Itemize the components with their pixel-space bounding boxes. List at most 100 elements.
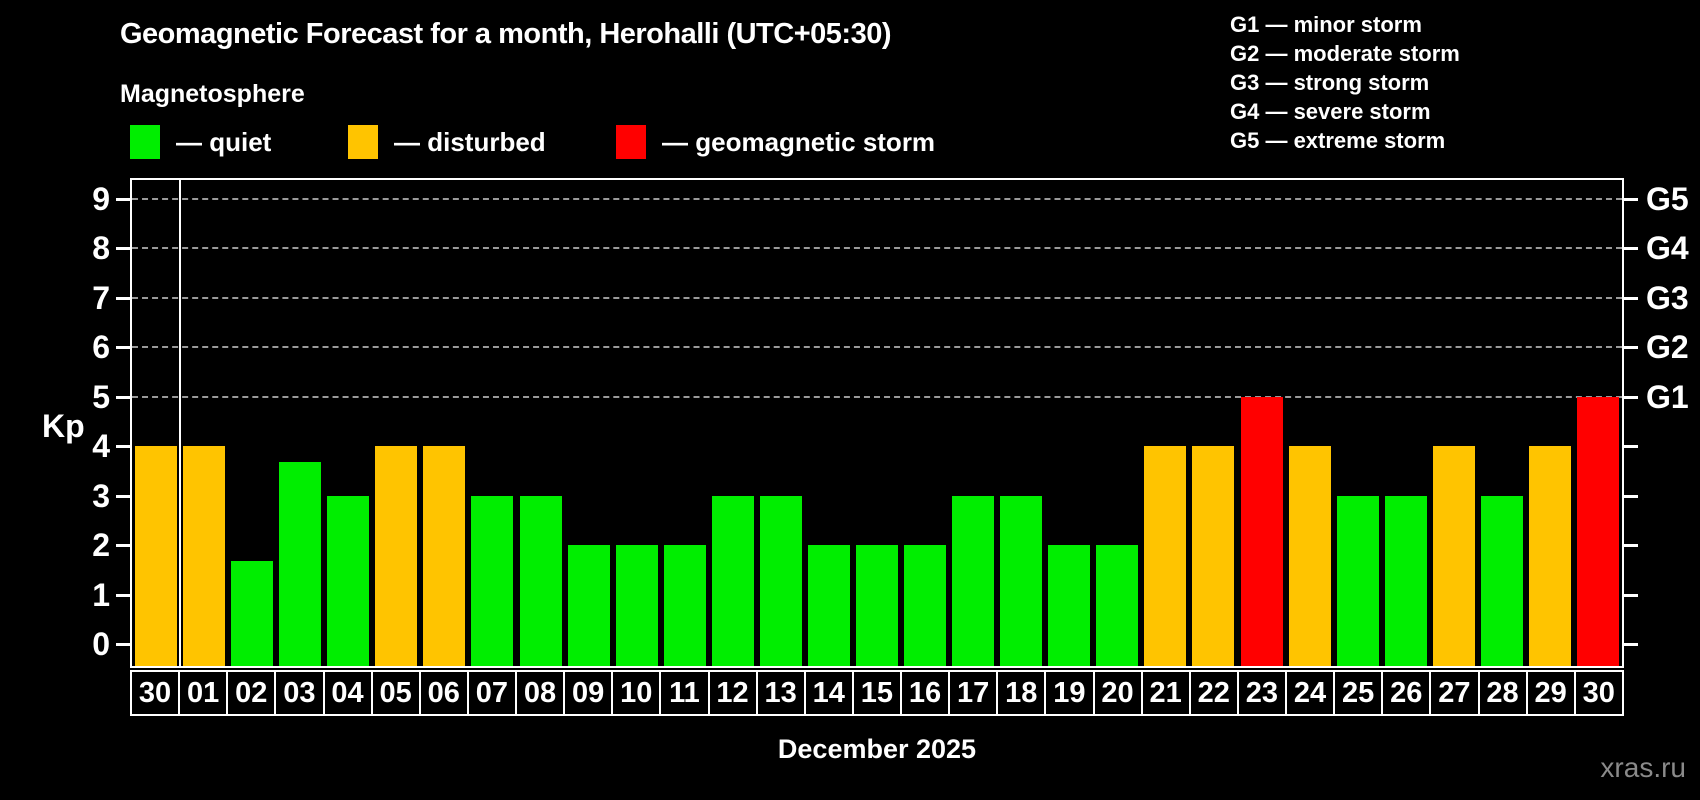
watermark: xras.ru bbox=[1600, 752, 1686, 783]
legend-item-quiet: — quiet bbox=[130, 124, 271, 160]
day-label-cell-19: 19 bbox=[1044, 670, 1095, 716]
y-tick-left-4 bbox=[116, 445, 130, 448]
day-label-cell-06: 06 bbox=[418, 670, 469, 716]
bar-day-08 bbox=[519, 495, 562, 666]
bar-day-29 bbox=[1528, 446, 1571, 666]
bar-day-01 bbox=[183, 446, 226, 666]
y-tick-left-2 bbox=[116, 544, 130, 547]
bar-day-25 bbox=[1336, 495, 1379, 666]
day-label-cell-21: 21 bbox=[1140, 670, 1191, 716]
day-label-cell-28: 28 bbox=[1477, 670, 1528, 716]
day-label-cell-30: 30 bbox=[130, 670, 181, 716]
y-axis-tick-label-3: 3 bbox=[92, 477, 110, 514]
day-label-cell-02: 02 bbox=[226, 670, 277, 716]
day-label-cell-12: 12 bbox=[707, 670, 758, 716]
storm-scale-line-2: G2 — moderate storm bbox=[1230, 41, 1460, 66]
bar-day-13 bbox=[759, 495, 802, 666]
day-label-cell-17: 17 bbox=[948, 670, 999, 716]
storm-scale-line-3: G3 — strong storm bbox=[1230, 70, 1430, 95]
chart-subtitle: Magnetosphere bbox=[120, 80, 305, 108]
y-axis-tick-label-2: 2 bbox=[92, 527, 110, 563]
bar-day-23 bbox=[1240, 396, 1283, 666]
bar-day-15 bbox=[856, 545, 898, 666]
day-label-cell-18: 18 bbox=[996, 670, 1047, 716]
y-tick-left-7 bbox=[116, 296, 130, 300]
day-label-cell-29: 29 bbox=[1525, 670, 1576, 716]
y-tick-left-1 bbox=[116, 593, 130, 597]
day-label-cell-07: 07 bbox=[466, 670, 517, 716]
bar-day-28 bbox=[1480, 495, 1523, 666]
bar-day-30 bbox=[1576, 396, 1619, 666]
y-axis-tick-label-6: 6 bbox=[92, 329, 110, 365]
bar-day-04 bbox=[327, 495, 370, 666]
g-scale-label-g3: G3 bbox=[1646, 279, 1689, 316]
gridline-kp-7 bbox=[132, 296, 1622, 299]
y-axis-tick-label-1: 1 bbox=[92, 576, 110, 613]
day-label-cell-16: 16 bbox=[900, 670, 951, 716]
storm-scale-line-4: G4 — severe storm bbox=[1230, 99, 1431, 124]
day-label-cell-25: 25 bbox=[1333, 670, 1384, 716]
bar-day-10 bbox=[615, 545, 658, 666]
legend-item-storm: — geomagnetic storm bbox=[616, 124, 935, 160]
bar-day-19 bbox=[1048, 545, 1091, 666]
y-axis-label: Kp bbox=[42, 408, 85, 444]
gridline-kp-6 bbox=[132, 346, 1622, 348]
y-axis-tick-label-5: 5 bbox=[92, 378, 110, 415]
bar-day-11 bbox=[663, 545, 706, 666]
day-label-cell-09: 09 bbox=[563, 670, 614, 716]
bar-day-12 bbox=[711, 495, 754, 666]
day-label-cell-24: 24 bbox=[1285, 670, 1336, 716]
day-label-cell-30: 30 bbox=[1573, 670, 1624, 716]
legend-item-disturbed: — disturbed bbox=[348, 124, 546, 160]
day-label-cell-14: 14 bbox=[803, 670, 854, 716]
bar-day-17 bbox=[952, 495, 995, 666]
bar-day-02 bbox=[231, 561, 274, 666]
y-tick-right-4 bbox=[1624, 445, 1638, 448]
legend-label-quiet: — quiet bbox=[176, 126, 272, 157]
bar-day-06 bbox=[423, 446, 466, 666]
bar-day-20 bbox=[1096, 545, 1139, 666]
y-axis-tick-label-4: 4 bbox=[92, 428, 110, 464]
legend-label-disturbed: — disturbed bbox=[394, 126, 546, 157]
bar-day-21 bbox=[1144, 446, 1187, 666]
day-label-cell-03: 03 bbox=[274, 670, 325, 716]
y-tick-right-6 bbox=[1624, 346, 1638, 349]
g-scale-label-g4: G4 bbox=[1646, 230, 1689, 266]
day-label-cell-27: 27 bbox=[1429, 670, 1480, 716]
bar-day-07 bbox=[471, 495, 514, 666]
y-axis-tick-label-9: 9 bbox=[92, 180, 110, 217]
y-tick-right-0 bbox=[1624, 643, 1638, 646]
y-tick-right-9 bbox=[1624, 197, 1638, 201]
legend-swatch-storm bbox=[616, 125, 646, 159]
y-tick-left-8 bbox=[116, 247, 130, 250]
day-label-cell-15: 15 bbox=[851, 670, 902, 716]
bar-day-14 bbox=[807, 545, 850, 666]
legend-swatch-quiet bbox=[130, 125, 160, 159]
bar-day-18 bbox=[1000, 495, 1043, 666]
legend-swatch-disturbed bbox=[348, 125, 378, 159]
storm-scale-legend: G1 — minor storm G2 — moderate storm G3 — … bbox=[1230, 10, 1460, 155]
y-tick-left-3 bbox=[116, 494, 130, 498]
storm-scale-line-5: G5 — extreme storm bbox=[1230, 128, 1446, 153]
g-scale-label-g5: G5 bbox=[1646, 180, 1689, 217]
day-label-cell-05: 05 bbox=[370, 670, 421, 716]
bar-day-30 bbox=[135, 446, 178, 666]
y-tick-right-7 bbox=[1624, 296, 1638, 300]
chart-title: Geomagnetic Forecast for a month, Heroha… bbox=[120, 18, 891, 50]
day-label-cell-22: 22 bbox=[1188, 670, 1239, 716]
kp-status-legend: — quiet — disturbed — geomagnetic storm bbox=[0, 124, 1100, 162]
day-label-cell-13: 13 bbox=[755, 670, 806, 716]
y-tick-left-0 bbox=[116, 643, 130, 646]
day-label-cell-23: 23 bbox=[1236, 670, 1287, 716]
storm-scale-line-1: G1 — minor storm bbox=[1230, 12, 1422, 37]
day-label-cell-08: 08 bbox=[515, 670, 566, 716]
day-label-cell-11: 11 bbox=[659, 670, 710, 716]
x-axis-day-labels: 30 01 02 03 04 05 06 07 08 09 10 11 12 13 14 15 16 17 18 19… bbox=[130, 670, 1624, 716]
y-tick-left-6 bbox=[116, 346, 130, 349]
day-label-cell-04: 04 bbox=[322, 670, 373, 716]
bar-day-22 bbox=[1192, 446, 1235, 666]
bar-day-03 bbox=[279, 462, 322, 666]
y-axis-tick-label-8: 8 bbox=[92, 230, 110, 266]
x-axis-label: December 2025 bbox=[777, 734, 977, 764]
